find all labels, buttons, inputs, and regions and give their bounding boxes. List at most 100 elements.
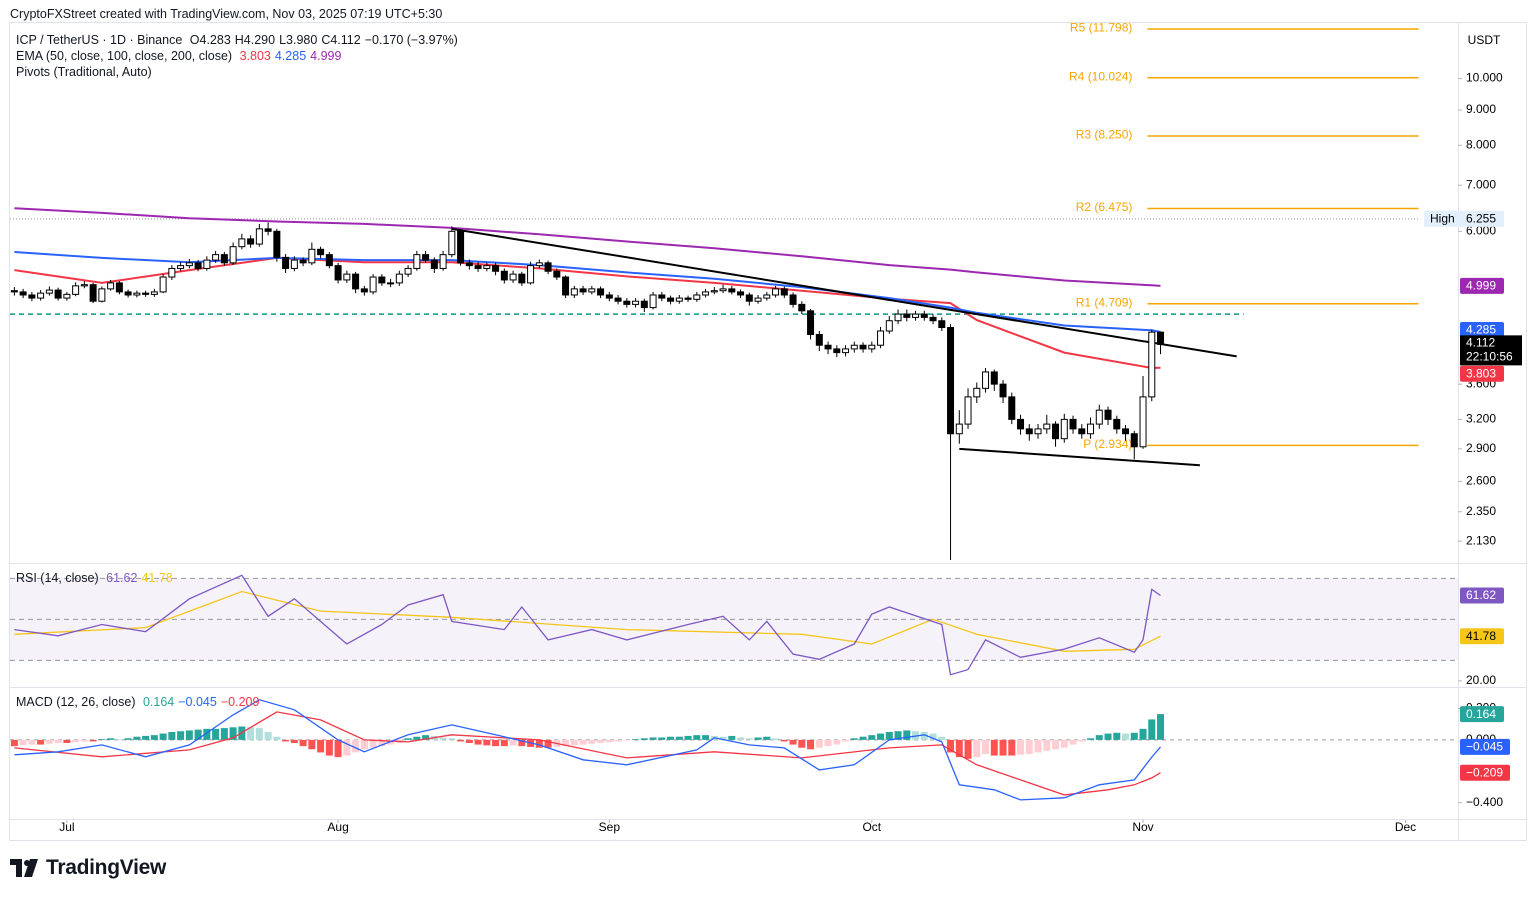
candle-body bbox=[885, 320, 893, 332]
candle-body bbox=[238, 238, 246, 248]
histogram-bar bbox=[194, 729, 202, 740]
histogram-bar bbox=[413, 736, 421, 740]
candle-body bbox=[457, 230, 465, 264]
candle-body bbox=[982, 371, 990, 389]
histogram-bar bbox=[1095, 735, 1103, 740]
candle-body bbox=[369, 276, 377, 293]
symbol: ICP / TetherUS · 1D · Binance bbox=[16, 33, 183, 47]
histogram-bar bbox=[299, 739, 307, 747]
candle-body bbox=[509, 273, 517, 281]
pivot-label: R2 (6.475) bbox=[1076, 200, 1133, 214]
histogram-bar bbox=[868, 735, 876, 740]
pivot-label: R4 (10.024) bbox=[1069, 69, 1132, 83]
candle-body bbox=[282, 256, 290, 269]
histogram-bar bbox=[728, 735, 736, 740]
candle-body bbox=[789, 294, 797, 305]
rsi-line bbox=[14, 574, 1161, 676]
candle-body bbox=[1139, 396, 1147, 448]
candle-body bbox=[1148, 331, 1156, 398]
candle-body bbox=[1130, 433, 1138, 448]
candle-body bbox=[1017, 418, 1025, 430]
macd-legend: MACD (12, 26, close) 0.164 −0.045 −0.209 bbox=[16, 695, 263, 709]
candle-body bbox=[212, 254, 220, 261]
histogram-bar bbox=[1157, 714, 1165, 740]
histogram-bar bbox=[780, 739, 788, 742]
histogram-bar bbox=[63, 739, 71, 743]
price-tag-box bbox=[1460, 322, 1504, 339]
histogram-bar bbox=[632, 739, 640, 740]
candle-body bbox=[255, 228, 263, 245]
candle-body bbox=[728, 288, 736, 293]
candle-body bbox=[19, 291, 27, 296]
candle-body bbox=[220, 254, 228, 264]
rsi-legend: RSI (14, close) 61.62 41.78 bbox=[16, 571, 177, 585]
candle-body bbox=[159, 276, 167, 293]
candle-body bbox=[115, 282, 123, 293]
histogram-bar bbox=[308, 739, 316, 750]
ema-line bbox=[14, 207, 1161, 287]
candle-body bbox=[422, 254, 430, 261]
last-price: 4.112 bbox=[1466, 336, 1495, 350]
histogram-bar bbox=[282, 739, 290, 742]
histogram-bar bbox=[535, 739, 543, 748]
candle-body bbox=[719, 288, 727, 292]
candle-body bbox=[378, 276, 386, 284]
histogram-bar bbox=[597, 739, 605, 743]
histogram-bar bbox=[947, 739, 955, 753]
candle-body bbox=[859, 344, 867, 350]
logo-text: TradingView bbox=[46, 856, 167, 879]
x-tick-label: Aug bbox=[327, 820, 348, 834]
logo-icon bbox=[10, 859, 38, 877]
candle-body bbox=[877, 330, 885, 346]
candle-body bbox=[203, 259, 211, 269]
histogram-bar bbox=[702, 735, 710, 740]
histogram-bar bbox=[1017, 739, 1025, 755]
histogram-bar bbox=[999, 739, 1007, 756]
candle-body bbox=[1078, 428, 1086, 435]
candle-body bbox=[640, 300, 648, 309]
candle-body bbox=[929, 316, 937, 322]
candle-body bbox=[124, 291, 132, 296]
histogram-bar bbox=[579, 739, 587, 745]
histogram-bar bbox=[1008, 739, 1016, 756]
candle-body bbox=[395, 273, 403, 284]
candle-body bbox=[1034, 428, 1042, 435]
currency-label: USDT bbox=[1468, 33, 1501, 47]
candle-body bbox=[404, 267, 412, 275]
candle-body bbox=[780, 288, 788, 296]
candle-body bbox=[623, 300, 631, 305]
candle-body bbox=[474, 265, 482, 269]
histogram-bar bbox=[1104, 733, 1112, 740]
candle-body bbox=[430, 259, 438, 269]
price-tag: −0.209 bbox=[1460, 764, 1510, 781]
histogram-bar bbox=[185, 730, 193, 740]
candle-body bbox=[1043, 423, 1051, 430]
candle-body bbox=[168, 267, 176, 278]
histogram-bar bbox=[80, 739, 88, 742]
histogram-bar bbox=[177, 731, 185, 740]
price-tag-text: 41.78 bbox=[1466, 629, 1496, 643]
candle-body bbox=[1104, 409, 1112, 420]
histogram-bar bbox=[457, 739, 465, 742]
histogram-bar bbox=[334, 739, 342, 758]
candle-body bbox=[737, 291, 745, 296]
histogram-bar bbox=[509, 739, 517, 746]
candle-body bbox=[868, 344, 876, 350]
histogram-bar bbox=[649, 737, 657, 740]
price-tag: 61.62 bbox=[1460, 587, 1504, 604]
high-tag-box bbox=[1424, 210, 1504, 227]
y-tick-label: 2.900 bbox=[1466, 441, 1496, 455]
candle-body bbox=[999, 383, 1007, 398]
histogram-bar bbox=[807, 739, 815, 750]
candle-body bbox=[1122, 428, 1130, 435]
candle-body bbox=[317, 248, 325, 256]
ema-legend: EMA (50, close, 100, close, 200, close) … bbox=[16, 49, 345, 63]
candle-body bbox=[990, 371, 998, 385]
candle-body bbox=[667, 297, 675, 302]
histogram-bar bbox=[1087, 738, 1095, 740]
ohlc: L3.980 bbox=[279, 33, 318, 47]
histogram-bar bbox=[640, 738, 648, 740]
candle-body bbox=[605, 294, 613, 299]
